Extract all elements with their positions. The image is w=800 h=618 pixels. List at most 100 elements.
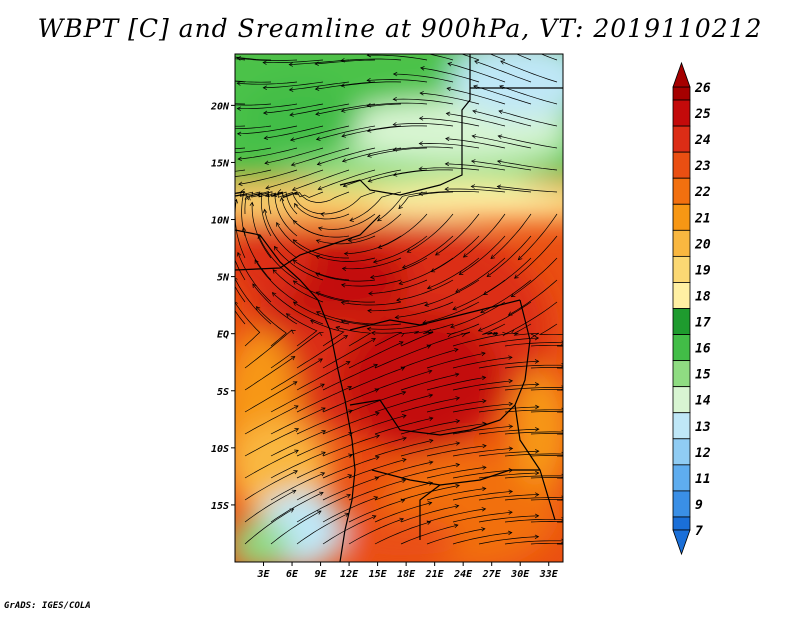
streamline xyxy=(374,461,433,479)
streamline-arrow xyxy=(340,283,346,288)
streamline-arrow xyxy=(294,202,299,208)
streamline xyxy=(400,505,459,523)
streamline-arrow xyxy=(534,513,540,519)
streamline xyxy=(243,227,272,281)
streamline xyxy=(270,358,323,391)
streamline-arrow xyxy=(587,389,591,393)
streamline xyxy=(530,455,563,457)
streamline xyxy=(402,235,454,269)
colorbar-label: 20 xyxy=(694,237,711,252)
lon-label: 27E xyxy=(482,569,502,580)
colorbar-top-arrow xyxy=(672,61,691,88)
streamline-arrow xyxy=(392,122,398,127)
streamline-arrow xyxy=(347,474,353,479)
colorbar-swatch xyxy=(672,177,691,205)
streamline xyxy=(483,257,532,295)
streamline-arrow xyxy=(534,335,540,341)
streamline-arrow xyxy=(481,507,487,512)
streamline xyxy=(237,125,298,135)
streamline-arrow xyxy=(535,404,540,410)
streamline xyxy=(263,59,324,64)
streamline xyxy=(322,338,376,369)
streamline xyxy=(400,397,460,413)
streamline xyxy=(472,135,532,149)
streamline-arrow xyxy=(319,491,324,496)
streamline xyxy=(504,540,563,545)
streamline xyxy=(497,186,558,193)
streamline-arrow xyxy=(418,141,424,146)
streamline xyxy=(322,388,379,413)
streamline xyxy=(374,394,433,413)
streamline xyxy=(426,400,486,413)
lon-label: 21E xyxy=(425,569,445,580)
streamline xyxy=(315,59,376,65)
streamline-arrow xyxy=(321,407,326,412)
streamline xyxy=(450,301,506,328)
streamline xyxy=(235,169,272,177)
streamline xyxy=(452,469,513,479)
streamline-arrow xyxy=(349,217,354,222)
streamline-arrow xyxy=(419,91,424,96)
streamline-arrow xyxy=(265,185,270,190)
streamline xyxy=(289,59,350,65)
streamline xyxy=(315,103,376,115)
streamline xyxy=(235,56,272,61)
streamline-arrow xyxy=(291,489,297,494)
streamline-arrow xyxy=(498,109,503,114)
streamline-arrow xyxy=(341,158,347,163)
colorbar-label: 19 xyxy=(695,263,711,278)
streamline xyxy=(374,502,432,523)
lat-label: 10N xyxy=(211,216,230,227)
streamline xyxy=(515,54,532,61)
streamline xyxy=(263,103,324,114)
streamline-arrow xyxy=(613,548,617,552)
streamline-arrow xyxy=(292,381,298,386)
lon-label: 15E xyxy=(369,569,388,580)
streamline xyxy=(393,146,454,151)
streamline xyxy=(289,103,350,116)
streamline-arrow xyxy=(272,269,278,274)
streamline-arrow xyxy=(510,293,516,298)
streamline xyxy=(292,239,349,259)
border-line xyxy=(371,469,441,486)
streamline xyxy=(393,123,454,127)
streamline-arrow xyxy=(291,186,297,192)
streamline-arrow xyxy=(315,111,320,116)
streamline-arrow xyxy=(340,319,346,324)
streamline-arrow xyxy=(318,331,324,337)
streamline-arrow xyxy=(285,313,291,318)
streamline xyxy=(296,432,353,457)
streamline xyxy=(238,169,298,185)
streamline-arrow xyxy=(474,60,479,65)
streamline xyxy=(290,125,350,141)
colorbar-bottom-arrow xyxy=(672,529,691,556)
streamline xyxy=(367,79,428,83)
streamline xyxy=(348,518,404,545)
streamline xyxy=(556,433,563,435)
streamline xyxy=(396,279,454,301)
streamline xyxy=(504,497,563,501)
streamline-arrow xyxy=(392,71,398,77)
colorbar-label: 14 xyxy=(695,394,711,409)
streamline xyxy=(403,323,454,334)
streamline-arrow xyxy=(613,414,617,418)
streamline-arrow xyxy=(394,47,398,51)
streamline-arrow xyxy=(420,66,425,71)
streamline-arrow xyxy=(252,283,257,289)
streamline-arrow xyxy=(455,462,461,468)
grads-credit: GrADS: IGES/COLA xyxy=(4,601,91,611)
streamline xyxy=(407,213,454,253)
streamline xyxy=(478,406,539,413)
streamline xyxy=(315,273,376,282)
streamline-arrow xyxy=(446,86,452,92)
streamline-arrow xyxy=(428,393,434,398)
streamline-arrow xyxy=(211,126,215,130)
streamline xyxy=(478,360,539,369)
streamline-arrow xyxy=(249,201,255,207)
streamline-arrow xyxy=(587,345,591,349)
streamline xyxy=(293,259,350,281)
streamline xyxy=(343,169,402,187)
streamline-arrow xyxy=(366,128,372,133)
streamline-arrow xyxy=(185,120,189,124)
